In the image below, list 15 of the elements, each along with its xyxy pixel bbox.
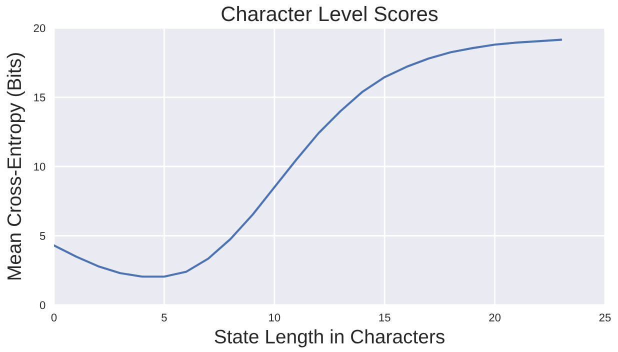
x-tick-label: 25 xyxy=(599,314,611,322)
x-tick-label: 15 xyxy=(379,314,390,322)
y-tick-label: 10 xyxy=(34,162,46,171)
x-tick-label: 20 xyxy=(489,314,501,322)
y-tick-label: 5 xyxy=(40,232,46,240)
line-series xyxy=(54,38,562,278)
y-tick-label: 0 xyxy=(40,301,46,310)
x-tick-label: 0 xyxy=(51,314,57,322)
y-axis-title: Mean Cross-Entropy (Bits) xyxy=(6,53,25,280)
y-tick-label: 15 xyxy=(34,94,46,102)
x-tick-label: 5 xyxy=(162,314,167,322)
x-tick-label: 10 xyxy=(269,314,280,322)
x-axis-title: State Length in Characters xyxy=(214,329,444,348)
y-tick-label: 20 xyxy=(34,24,46,32)
chart-title: Character Level Scores xyxy=(222,6,438,22)
